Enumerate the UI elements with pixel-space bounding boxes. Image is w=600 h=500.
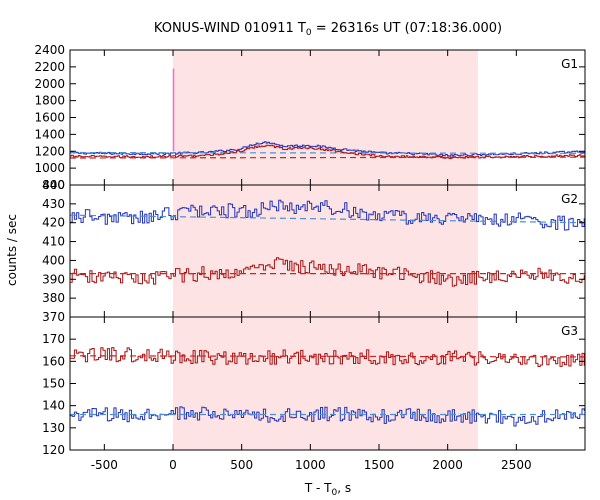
series-red-line bbox=[70, 347, 585, 367]
y-tick-label: 1000 bbox=[34, 161, 65, 175]
shaded-interval bbox=[173, 50, 478, 450]
y-tick-label: 140 bbox=[42, 399, 65, 413]
x-tick-label: 1500 bbox=[364, 458, 395, 472]
background-fit-blue bbox=[69, 214, 586, 224]
panel-g1: 1000 1200 1400 1600 1800 2000 2200 2400 800 G1 bbox=[34, 43, 586, 192]
y-tick-label: 2000 bbox=[34, 77, 65, 91]
panel-label: G2 bbox=[561, 192, 578, 206]
y-tick-label: 1400 bbox=[34, 127, 65, 141]
y-tick-label: 380 bbox=[42, 291, 65, 305]
y-tick-label: 440 bbox=[42, 178, 65, 192]
series-blue-line bbox=[70, 199, 585, 231]
background-fit-red bbox=[69, 156, 586, 159]
x-axis-title: T - T0, s bbox=[304, 481, 351, 498]
y-tick-label: 150 bbox=[42, 377, 65, 391]
x-tick-label: 0 bbox=[169, 458, 177, 472]
series-red-line bbox=[70, 257, 585, 287]
chart-title: KONUS-WIND 010911 T0 = 26316s UT (07:18:… bbox=[154, 21, 502, 38]
panel-g3: 120 130 140 150 160 170 G3 bbox=[42, 316, 586, 457]
y-axis-title: counts / sec bbox=[5, 214, 19, 286]
y-tick-label: 2200 bbox=[34, 60, 65, 74]
x-tick-label: 1000 bbox=[295, 458, 326, 472]
y-tick-label: 120 bbox=[42, 443, 65, 457]
y-tick-label: 1800 bbox=[34, 94, 65, 108]
panels-group: 10001200140016001800200022002400800G1370… bbox=[34, 43, 586, 472]
y-tick-label: 420 bbox=[42, 216, 65, 230]
y-tick-label: 400 bbox=[42, 253, 65, 267]
y-tick-label: 390 bbox=[42, 272, 65, 286]
panel-label: G3 bbox=[561, 324, 578, 338]
y-tick-label: 370 bbox=[42, 310, 65, 324]
y-tick-label: 1600 bbox=[34, 111, 65, 125]
y-tick-label: 430 bbox=[42, 197, 65, 211]
series-blue-line bbox=[70, 406, 585, 427]
x-tick-label: 2000 bbox=[432, 458, 463, 472]
background-fit-red bbox=[69, 355, 586, 358]
panel-label: G1 bbox=[561, 57, 578, 71]
y-tick-label: 1200 bbox=[34, 144, 65, 158]
y-tick-label: 800 bbox=[42, 178, 65, 192]
y-tick-label: 160 bbox=[42, 354, 65, 368]
y-tick-label: 170 bbox=[42, 332, 65, 346]
y-tick-label: 130 bbox=[42, 421, 65, 435]
x-tick-label: 2500 bbox=[501, 458, 532, 472]
y-tick-label: 410 bbox=[42, 235, 65, 249]
x-tick-label: 500 bbox=[230, 458, 253, 472]
y-tick-label: 2400 bbox=[34, 43, 65, 57]
x-tick-label: -500 bbox=[91, 458, 118, 472]
background-fit-blue bbox=[69, 151, 586, 154]
